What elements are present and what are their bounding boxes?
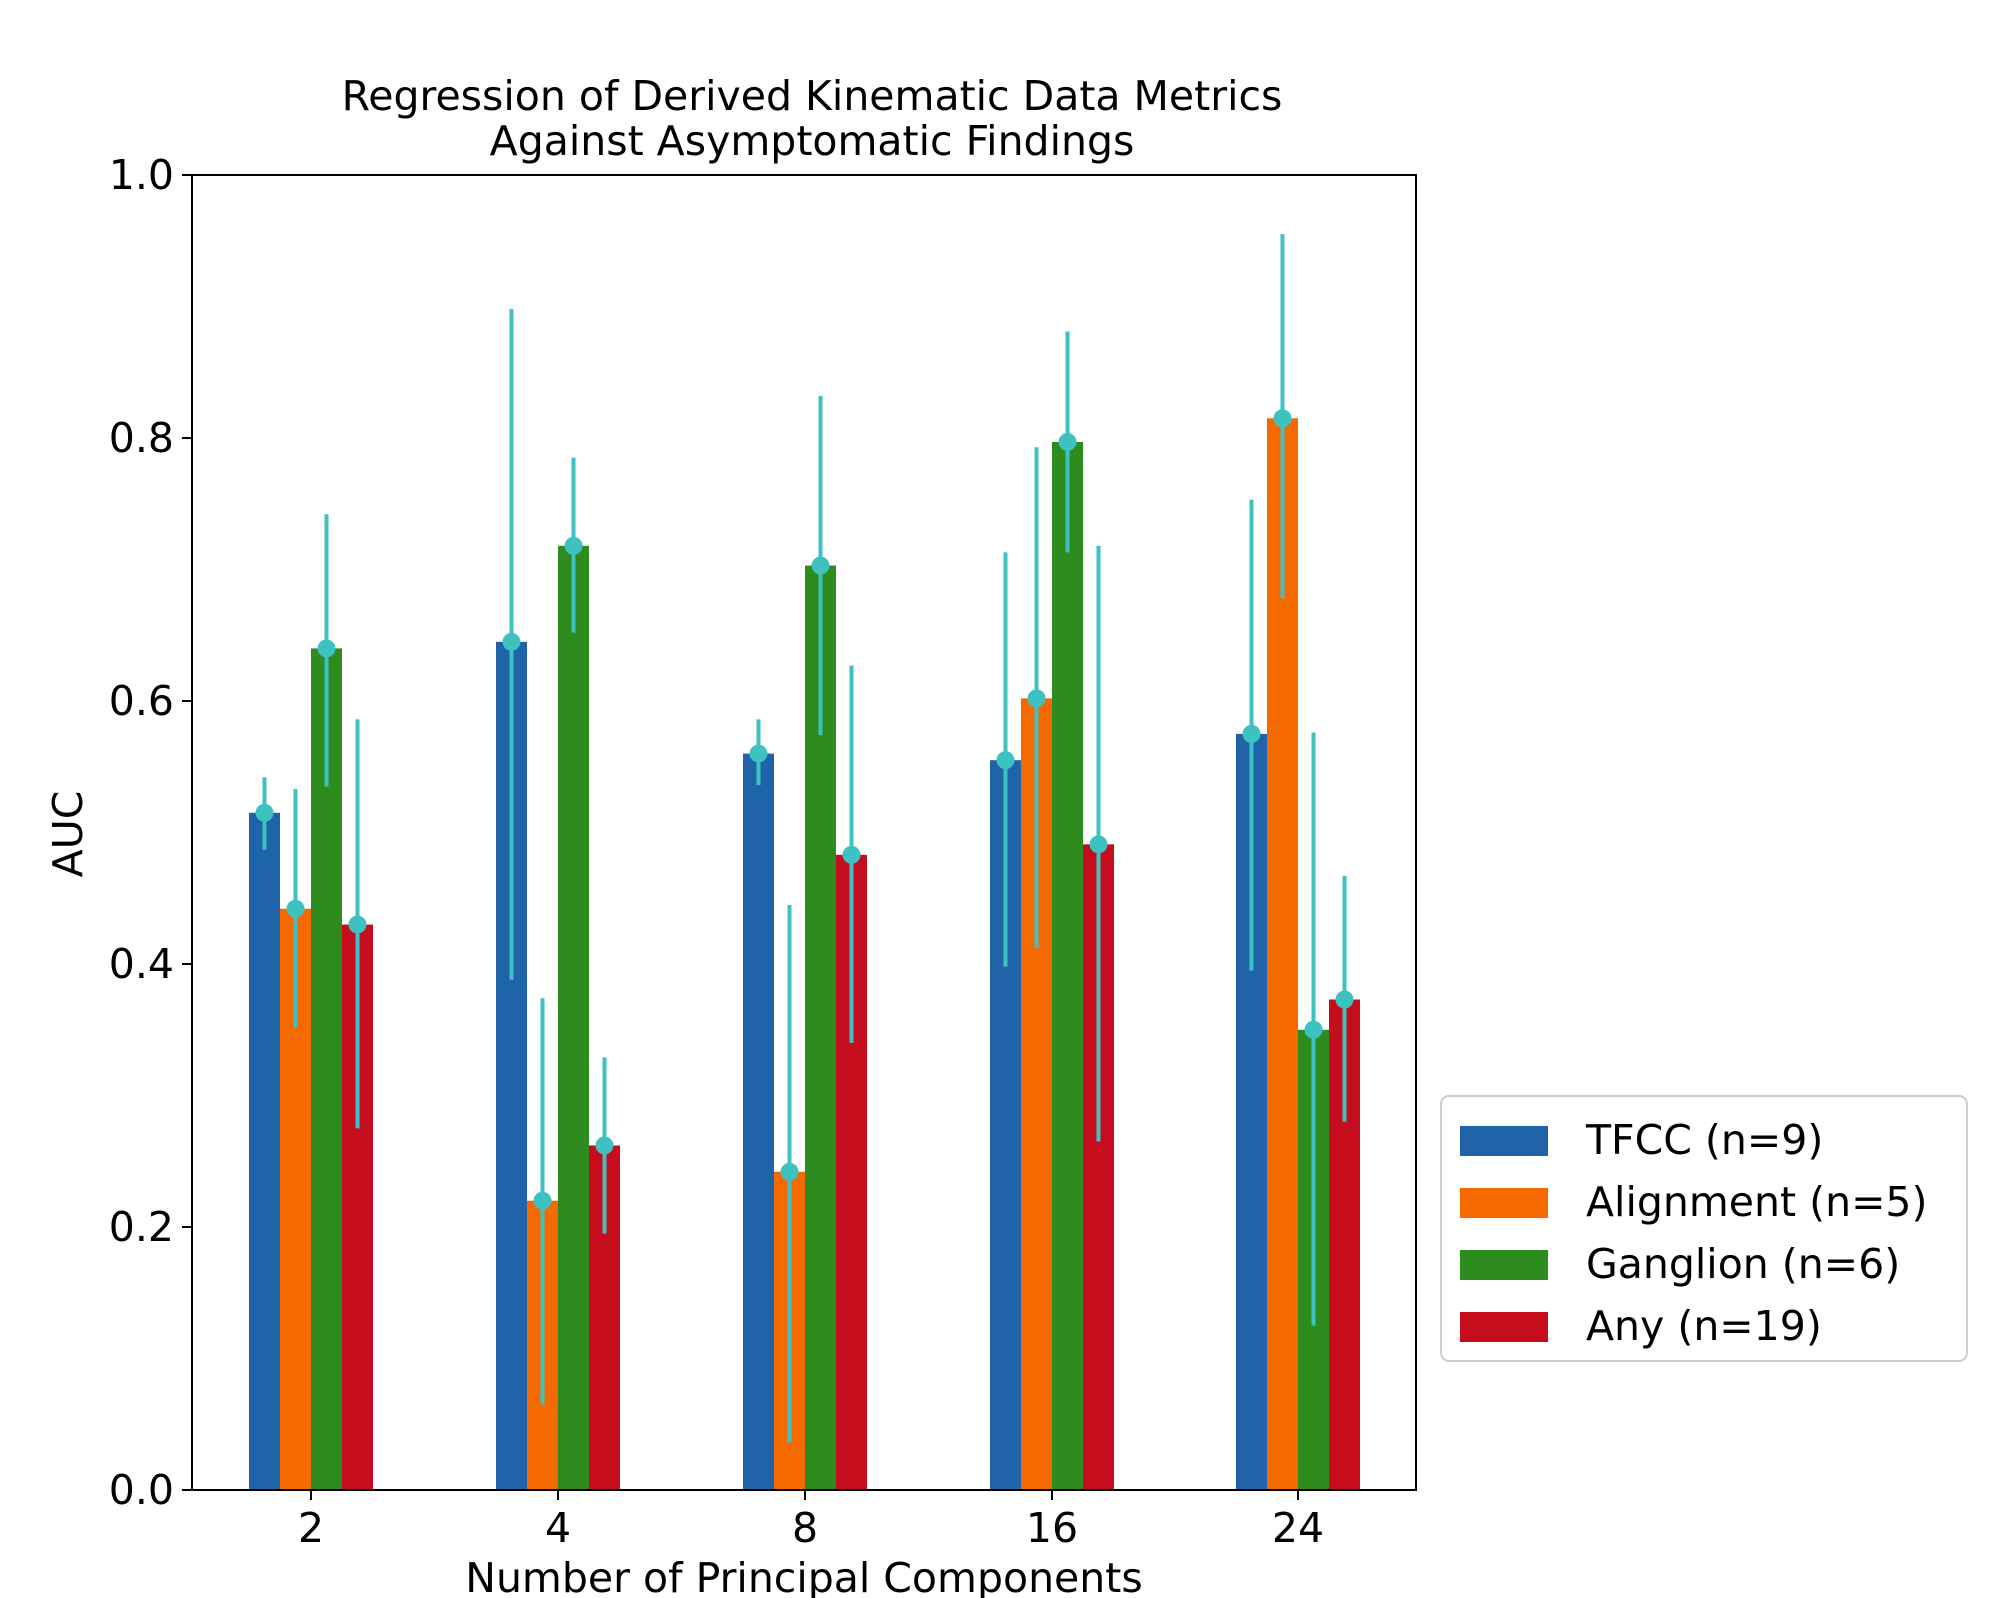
error-point-3-3 xyxy=(1089,835,1108,854)
x-tick-label: 4 xyxy=(545,1504,571,1552)
error-point-1-1 xyxy=(533,1191,552,1210)
y-tick-label: 0.6 xyxy=(109,677,174,725)
y-tick-label: 0.0 xyxy=(109,1466,174,1514)
error-point-1-0 xyxy=(286,899,305,918)
legend-swatch-2 xyxy=(1460,1250,1548,1280)
error-point-0-3 xyxy=(996,751,1015,770)
bar-2-3 xyxy=(1052,441,1083,1490)
legend-label-2: Ganglion (n=6) xyxy=(1586,1240,1900,1288)
legend-label-0: TFCC (n=9) xyxy=(1585,1116,1823,1164)
chart-title-line-1: Regression of Derived Kinematic Data Met… xyxy=(342,72,1283,120)
error-point-0-4 xyxy=(1242,724,1261,743)
legend: TFCC (n=9) Alignment (n=5) Ganglion (n=6) A… xyxy=(1440,1095,1968,1362)
error-point-2-3 xyxy=(1058,432,1077,451)
y-axis: 0.0 0.2 0.4 0.6 0.8 1.0 xyxy=(109,151,192,1514)
y-tick-label: 0.8 xyxy=(109,414,174,462)
error-point-3-0 xyxy=(348,915,367,934)
error-point-0-0 xyxy=(255,803,274,822)
x-tick-label: 8 xyxy=(792,1504,818,1552)
x-tick-label: 16 xyxy=(1026,1504,1078,1552)
bar-2-0 xyxy=(311,648,342,1490)
error-point-3-2 xyxy=(842,845,861,864)
legend-swatch-1 xyxy=(1460,1188,1548,1218)
y-axis-label: AUC xyxy=(44,791,92,878)
error-point-2-2 xyxy=(811,556,830,575)
legend-frame xyxy=(1440,1095,1968,1362)
error-point-2-0 xyxy=(317,639,336,658)
error-point-3-1 xyxy=(595,1136,614,1155)
legend-label-3: Any (n=19) xyxy=(1586,1302,1822,1350)
error-point-2-4 xyxy=(1304,1020,1323,1039)
error-point-3-4 xyxy=(1335,990,1354,1009)
y-tick-label: 0.4 xyxy=(109,940,174,988)
error-point-1-3 xyxy=(1027,689,1046,708)
error-point-1-2 xyxy=(780,1162,799,1181)
x-axis: 2 4 8 16 24 xyxy=(298,1490,1324,1552)
legend-swatch-0 xyxy=(1460,1126,1548,1156)
bar-0-0 xyxy=(249,812,280,1490)
x-tick-label: 2 xyxy=(298,1504,324,1552)
y-tick-label: 1.0 xyxy=(109,151,174,199)
error-point-0-1 xyxy=(502,632,521,651)
error-point-0-2 xyxy=(749,744,768,763)
bars-layer xyxy=(249,418,1360,1490)
bar-2-1 xyxy=(558,545,589,1490)
legend-swatch-3 xyxy=(1460,1312,1548,1342)
error-point-2-1 xyxy=(564,536,583,555)
x-axis-label: Number of Principal Components xyxy=(465,1554,1142,1598)
y-tick-label: 0.2 xyxy=(109,1203,174,1251)
error-point-1-4 xyxy=(1273,409,1292,428)
x-tick-label: 24 xyxy=(1272,1504,1324,1552)
error-bars-layer xyxy=(255,234,1354,1443)
legend-label-1: Alignment (n=5) xyxy=(1586,1178,1928,1226)
chart-title-line-2: Against Asymptomatic Findings xyxy=(490,117,1135,165)
bar-0-2 xyxy=(743,753,774,1490)
